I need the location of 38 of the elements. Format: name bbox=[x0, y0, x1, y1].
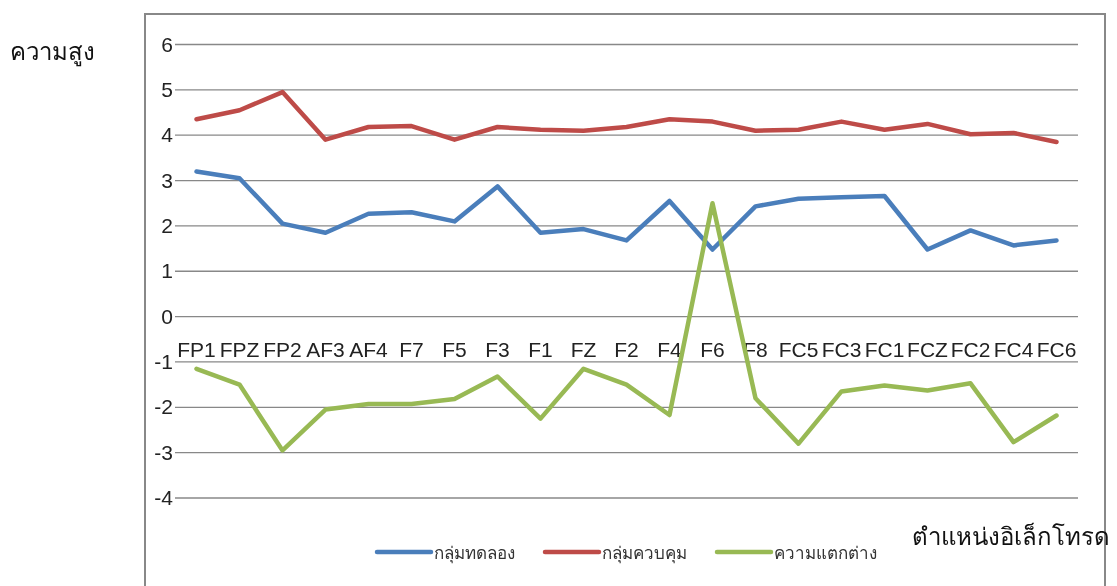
legend-label: ความแตกต่าง bbox=[774, 544, 877, 563]
x-tick-label: F5 bbox=[442, 337, 467, 361]
x-tick-label: F3 bbox=[485, 337, 510, 361]
x-tick-label: F1 bbox=[528, 337, 553, 361]
y-tick-label: 3 bbox=[161, 168, 173, 192]
x-tick-label: FC2 bbox=[950, 337, 991, 361]
y-tick-label: 0 bbox=[161, 304, 173, 328]
x-tick-label: FCZ bbox=[907, 337, 949, 361]
y-axis-title: ความสูง bbox=[10, 38, 95, 67]
x-tick-label: FC3 bbox=[821, 337, 862, 361]
legend-label: กลุ่มควบคุม bbox=[602, 544, 687, 564]
line-series bbox=[194, 169, 1059, 252]
y-tick-label: 6 bbox=[161, 32, 173, 56]
x-tick-label: AF4 bbox=[349, 337, 389, 361]
x-tick-label: FC6 bbox=[1036, 337, 1077, 361]
x-tick-label: F2 bbox=[614, 337, 639, 361]
x-tick-label: FP1 bbox=[177, 337, 216, 361]
y-tick-label: -4 bbox=[154, 486, 174, 509]
y-tick-label: -2 bbox=[154, 395, 173, 419]
x-tick-label: FC5 bbox=[778, 337, 819, 361]
y-tick-label: 2 bbox=[161, 213, 173, 237]
legend-label: กลุ่มทดลอง bbox=[434, 544, 515, 564]
y-tick-label: 1 bbox=[161, 259, 173, 283]
x-tick-label: FPZ bbox=[219, 337, 260, 361]
x-tick-label: FC4 bbox=[993, 337, 1034, 361]
x-tick-label: FP2 bbox=[263, 337, 302, 361]
x-tick-label: FZ bbox=[570, 337, 597, 361]
line-series bbox=[194, 89, 1059, 145]
y-tick-label: 4 bbox=[161, 123, 174, 147]
y-tick-label: 5 bbox=[161, 77, 173, 101]
y-tick-label: -1 bbox=[154, 349, 173, 373]
x-axis-title: ตำแหน่งอิเล็กโทรด bbox=[912, 522, 1110, 550]
x-tick-label: F4 bbox=[657, 337, 683, 361]
x-tick-label: F7 bbox=[399, 337, 424, 361]
x-tick-label: FC1 bbox=[864, 337, 905, 361]
y-tick-label: -3 bbox=[154, 440, 173, 464]
x-tick-label: AF3 bbox=[306, 337, 345, 361]
x-tick-label: F6 bbox=[700, 337, 725, 361]
